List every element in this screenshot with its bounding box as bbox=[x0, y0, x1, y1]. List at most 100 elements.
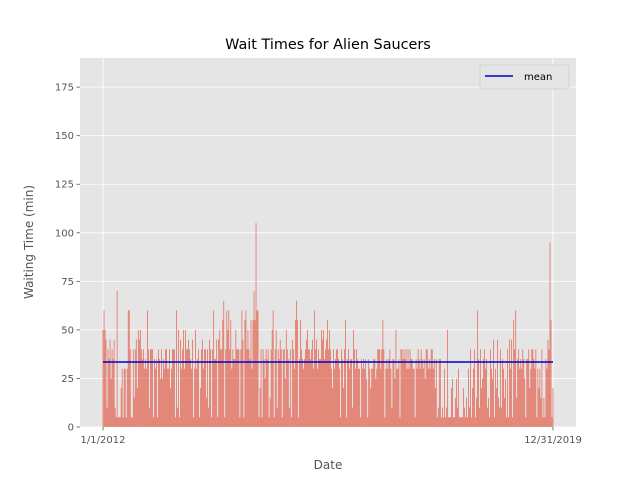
bar bbox=[434, 388, 436, 427]
bar bbox=[202, 339, 203, 427]
bar bbox=[216, 339, 218, 427]
bar bbox=[543, 397, 545, 427]
bar bbox=[471, 417, 472, 427]
bar bbox=[150, 349, 151, 427]
bar bbox=[483, 359, 484, 427]
bar bbox=[213, 310, 215, 427]
bar bbox=[362, 368, 364, 427]
bar bbox=[548, 349, 550, 427]
bar bbox=[133, 397, 135, 427]
bar bbox=[386, 359, 388, 427]
bar bbox=[415, 359, 417, 427]
bar bbox=[134, 349, 136, 427]
bar bbox=[486, 359, 487, 427]
chart-title: Wait Times for Alien Saucers bbox=[225, 37, 431, 53]
bar bbox=[478, 359, 479, 427]
bar bbox=[521, 368, 523, 427]
bar bbox=[520, 359, 522, 427]
bar bbox=[238, 349, 240, 427]
bar bbox=[132, 349, 134, 427]
bar bbox=[121, 368, 123, 427]
bar bbox=[350, 359, 351, 427]
bar bbox=[503, 368, 504, 427]
bar bbox=[537, 368, 539, 427]
bar bbox=[419, 368, 421, 427]
bar bbox=[527, 359, 529, 427]
bar bbox=[363, 359, 365, 427]
bar bbox=[316, 339, 317, 427]
bar bbox=[200, 388, 201, 427]
bar bbox=[519, 368, 521, 427]
bar bbox=[438, 359, 440, 427]
bar bbox=[330, 349, 331, 427]
bar bbox=[351, 359, 352, 427]
bar bbox=[464, 407, 465, 427]
bar bbox=[524, 378, 526, 427]
bar bbox=[437, 407, 439, 427]
bar bbox=[487, 407, 488, 427]
bar bbox=[242, 339, 244, 427]
bar bbox=[499, 407, 500, 427]
bar bbox=[463, 388, 464, 427]
bar bbox=[111, 349, 113, 427]
bar bbox=[318, 349, 319, 427]
bar bbox=[394, 378, 396, 427]
bar bbox=[523, 359, 525, 427]
bar bbox=[545, 359, 547, 427]
bar bbox=[444, 417, 446, 427]
bar bbox=[155, 368, 156, 427]
bar bbox=[334, 368, 335, 427]
bar bbox=[141, 359, 143, 427]
bar bbox=[333, 349, 334, 427]
bar bbox=[405, 349, 407, 427]
bar bbox=[413, 368, 415, 427]
bar bbox=[492, 378, 493, 427]
bar bbox=[307, 329, 308, 427]
bar bbox=[315, 349, 316, 427]
bar bbox=[313, 368, 314, 427]
bar bbox=[126, 368, 128, 427]
bar bbox=[217, 417, 219, 427]
bar bbox=[406, 368, 408, 427]
bar bbox=[397, 368, 399, 427]
bar bbox=[378, 349, 380, 427]
bar bbox=[508, 417, 509, 427]
bar bbox=[340, 417, 341, 427]
bar bbox=[109, 339, 111, 427]
bar bbox=[375, 378, 377, 427]
bar bbox=[308, 349, 309, 427]
y-tick-label: 100 bbox=[55, 228, 74, 239]
bar bbox=[396, 368, 398, 427]
bar bbox=[469, 407, 470, 427]
bar bbox=[321, 329, 322, 427]
bar bbox=[365, 359, 367, 427]
bar bbox=[329, 329, 330, 427]
bar bbox=[298, 417, 299, 427]
bar bbox=[514, 349, 516, 427]
bar bbox=[331, 368, 332, 427]
bar bbox=[502, 359, 503, 427]
bar bbox=[228, 310, 230, 427]
bar bbox=[452, 378, 453, 427]
bar bbox=[248, 349, 250, 427]
bar bbox=[399, 417, 401, 427]
bar bbox=[232, 349, 234, 427]
bar bbox=[355, 368, 356, 427]
bar bbox=[468, 368, 469, 427]
bar bbox=[361, 359, 363, 427]
bar bbox=[102, 329, 104, 427]
bar bbox=[287, 359, 289, 427]
bar bbox=[267, 349, 269, 427]
bar bbox=[412, 368, 414, 427]
bar bbox=[175, 417, 176, 427]
bar bbox=[225, 349, 227, 427]
bar bbox=[131, 417, 133, 427]
bar bbox=[183, 329, 184, 427]
bar bbox=[507, 349, 508, 427]
bar bbox=[218, 339, 220, 427]
bar bbox=[163, 359, 164, 427]
bar bbox=[208, 407, 209, 427]
bar bbox=[544, 417, 546, 427]
bar bbox=[285, 329, 287, 427]
bar bbox=[251, 368, 253, 427]
